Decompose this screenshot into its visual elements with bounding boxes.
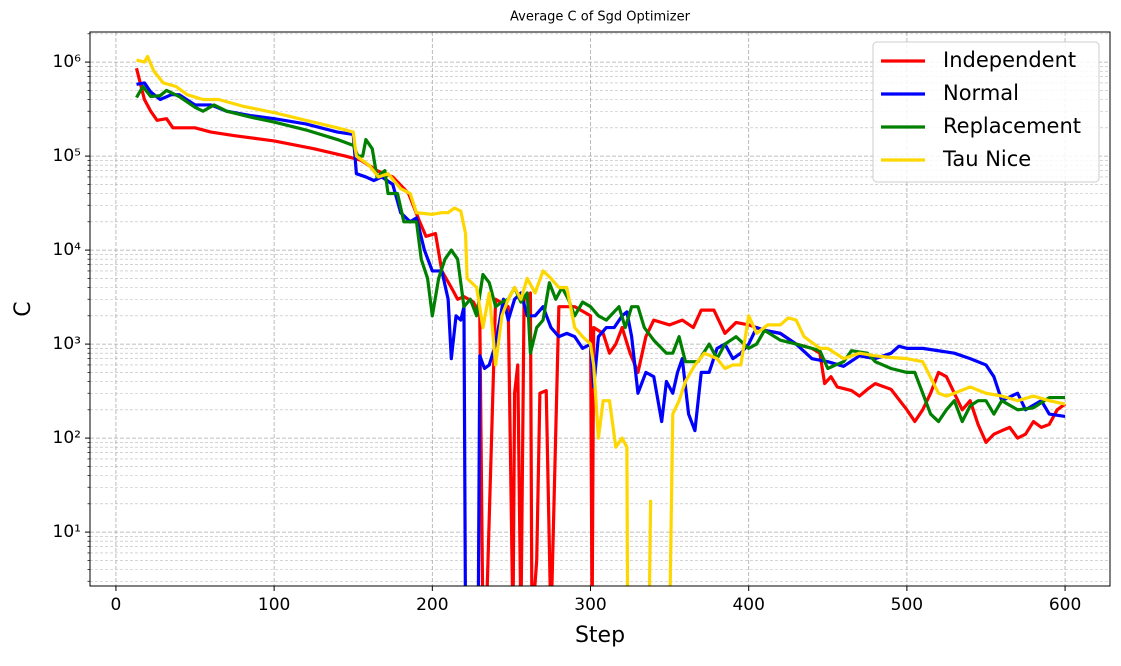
x-axis-label: Step	[575, 623, 625, 648]
y-tick-label: 10³	[53, 334, 81, 354]
x-tick-label: 500	[891, 595, 923, 615]
y-axis-label: C	[11, 301, 36, 316]
x-tick-label: 200	[416, 595, 448, 615]
y-tick-label: 10⁵	[53, 146, 81, 166]
x-tick-label: 0	[111, 595, 122, 615]
x-tick-label: 600	[1049, 595, 1081, 615]
chart-title: Average C of Sgd Optimizer	[510, 10, 691, 25]
y-tick-label: 10⁶	[53, 52, 82, 72]
legend-label: Normal	[943, 81, 1019, 105]
legend-box	[872, 41, 1100, 183]
legend: Independent Normal Replacement Tau Nice	[872, 41, 1100, 183]
x-tick-label: 300	[574, 595, 606, 615]
y-tick-label: 10¹	[53, 522, 81, 542]
legend-label: Independent	[943, 48, 1076, 72]
plot-area	[134, 54, 1067, 586]
legend-label: Replacement	[943, 114, 1081, 138]
plot-frame	[89, 31, 1111, 587]
x-tick-label: 100	[258, 595, 290, 615]
legend-label: Tau Nice	[942, 147, 1031, 171]
y-tick-label: 10⁴	[53, 240, 82, 260]
y-tick-label: 10²	[53, 428, 81, 448]
series-line	[136, 54, 1066, 586]
x-tick-label: 400	[732, 595, 764, 615]
